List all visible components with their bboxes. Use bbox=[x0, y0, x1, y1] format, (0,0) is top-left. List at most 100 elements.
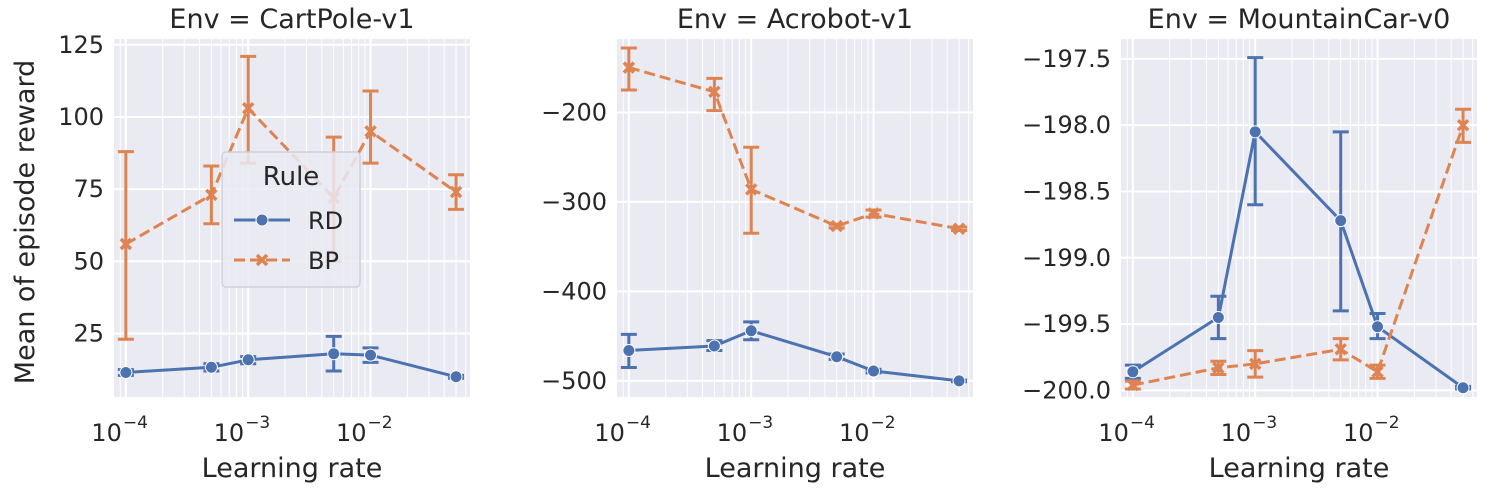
legend-item-bp: BP bbox=[234, 247, 339, 275]
x-tick-base: 10 bbox=[839, 419, 870, 447]
data-point bbox=[1371, 320, 1385, 334]
data-point bbox=[1371, 365, 1384, 379]
x-tick-label: 10 −4 bbox=[1098, 413, 1155, 447]
series-line bbox=[1132, 130, 1464, 389]
x-tick-base: 10 bbox=[717, 419, 748, 447]
x-tick-exponent: −3 bbox=[748, 413, 773, 433]
x-tick-label: 10 −2 bbox=[1343, 413, 1400, 447]
data-point bbox=[449, 370, 463, 384]
data-point bbox=[744, 324, 758, 338]
x-tick-base: 10 bbox=[1221, 419, 1252, 447]
data-point bbox=[1126, 378, 1140, 392]
series-line bbox=[628, 66, 960, 231]
y-tick-label: 125 bbox=[58, 31, 104, 59]
data-point bbox=[449, 185, 463, 199]
y-tick-label: −300 bbox=[541, 188, 607, 216]
panel-title: Env = MountainCar-v0 bbox=[1148, 4, 1451, 35]
y-tick-label: −500 bbox=[541, 367, 607, 395]
legend-label: BP bbox=[308, 247, 339, 275]
x-tick-label: 10 −4 bbox=[594, 413, 651, 447]
data-point bbox=[364, 125, 377, 138]
data-point bbox=[867, 207, 880, 220]
y-tick-label: 25 bbox=[73, 319, 104, 347]
x-axis-label: Learning rate bbox=[1209, 453, 1390, 484]
x-tick-exponent: −2 bbox=[368, 413, 393, 433]
legend-box bbox=[221, 151, 361, 288]
y-tick-label: 50 bbox=[73, 247, 104, 275]
data-point bbox=[1212, 361, 1225, 375]
data-point bbox=[952, 222, 966, 235]
series-line bbox=[125, 352, 457, 379]
data-point bbox=[1334, 343, 1347, 356]
y-axis-label: Mean of episode reward bbox=[10, 60, 41, 384]
series-line bbox=[125, 106, 457, 246]
data-point bbox=[830, 219, 843, 233]
x-tick-base: 10 bbox=[214, 419, 245, 447]
x-tick-base: 10 bbox=[594, 419, 625, 447]
legend-marker bbox=[255, 253, 269, 267]
data-point bbox=[1211, 310, 1225, 324]
y-tick-label: −198.5 bbox=[1022, 177, 1111, 205]
x-tick-label: 10 −2 bbox=[839, 413, 896, 447]
y-tick-label: −400 bbox=[541, 277, 607, 305]
series-rd bbox=[1124, 56, 1472, 395]
legend-label: RD bbox=[308, 207, 343, 235]
y-tick-label: 75 bbox=[73, 175, 104, 203]
data-point bbox=[1456, 118, 1470, 132]
data-point bbox=[744, 183, 758, 196]
series-line bbox=[628, 329, 960, 383]
x-tick-label: 10 −3 bbox=[214, 413, 271, 447]
data-point bbox=[241, 353, 255, 367]
data-point bbox=[707, 339, 721, 353]
x-tick-exponent: −2 bbox=[1375, 413, 1400, 433]
data-point bbox=[1334, 214, 1348, 228]
legend-item-rd: RD bbox=[234, 207, 343, 235]
y-tick-label: −197.5 bbox=[1022, 45, 1111, 73]
data-point bbox=[327, 347, 341, 361]
x-tick-exponent: −3 bbox=[1252, 413, 1277, 433]
data-point bbox=[708, 85, 721, 99]
data-point bbox=[622, 343, 636, 357]
x-tick-base: 10 bbox=[91, 419, 122, 447]
data-point bbox=[1248, 125, 1262, 139]
panel-title: Env = CartPole-v1 bbox=[169, 4, 414, 35]
data-point bbox=[867, 364, 881, 378]
error-bar bbox=[362, 89, 379, 165]
x-tick-base: 10 bbox=[336, 419, 367, 447]
legend-marker bbox=[255, 213, 269, 227]
legend: Rule RD BP bbox=[221, 151, 361, 288]
y-tick-label: −200 bbox=[541, 98, 607, 126]
data-point bbox=[1456, 381, 1470, 395]
x-tick-label: 10 −4 bbox=[91, 413, 148, 447]
data-point bbox=[204, 360, 218, 374]
series-rd bbox=[117, 334, 465, 384]
data-point bbox=[119, 365, 133, 379]
x-tick-label: 10 −3 bbox=[717, 413, 774, 447]
y-tick-label: −199.0 bbox=[1022, 244, 1111, 272]
data-point bbox=[622, 61, 636, 74]
x-tick-label: 10 −2 bbox=[336, 413, 393, 447]
x-tick-base: 10 bbox=[1343, 419, 1374, 447]
series-bp bbox=[1124, 107, 1472, 392]
y-tick-label: −198.0 bbox=[1022, 111, 1111, 139]
y-tick-label: −200.0 bbox=[1022, 376, 1111, 404]
series-line bbox=[1132, 124, 1465, 387]
panel-title: Env = Acrobot-v1 bbox=[677, 4, 913, 35]
x-tick-exponent: −4 bbox=[626, 413, 651, 433]
data-point bbox=[1248, 357, 1262, 371]
y-tick-label: −199.5 bbox=[1022, 310, 1111, 338]
x-axis-label: Learning rate bbox=[202, 453, 383, 484]
x-tick-exponent: −4 bbox=[1130, 413, 1155, 433]
x-axis-label: Learning rate bbox=[705, 453, 886, 484]
panel-3: −200.0−199.5−199.0−198.5−198.0−197.510 −4… bbox=[1022, 4, 1477, 484]
data-point bbox=[241, 102, 255, 115]
error-bar bbox=[706, 76, 723, 113]
data-point bbox=[364, 348, 378, 362]
plot-background bbox=[1121, 39, 1477, 397]
data-point bbox=[1126, 365, 1140, 379]
data-point bbox=[119, 237, 133, 251]
x-tick-exponent: −3 bbox=[245, 413, 270, 433]
